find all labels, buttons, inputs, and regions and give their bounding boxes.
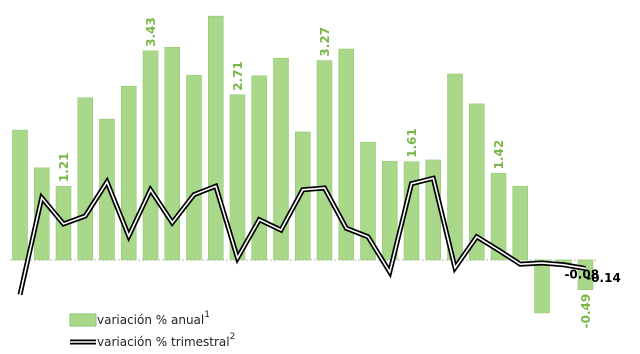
- bar-value-label: 1.61: [405, 128, 419, 158]
- bar-value-label: 2.71: [231, 61, 245, 91]
- bar: [186, 74, 202, 261]
- bar-value-label: 1.42: [492, 140, 506, 170]
- bar-value-label: -0.49: [579, 294, 593, 329]
- bar: [490, 173, 507, 261]
- bar: [273, 57, 289, 261]
- bar: [447, 73, 463, 261]
- bar: [251, 75, 267, 261]
- line-value-label: -0.08: [564, 267, 599, 281]
- bar: [121, 85, 137, 261]
- legend-name: variación % trimestral: [97, 335, 230, 349]
- legend-label: variación % trimestral2: [97, 332, 235, 349]
- bar: [382, 160, 398, 261]
- legend-superscript: 1: [204, 310, 210, 320]
- bar: [534, 259, 550, 314]
- bar: [316, 60, 333, 261]
- legend-swatch: [69, 313, 97, 327]
- bar: [469, 103, 485, 261]
- bar: [295, 131, 311, 261]
- bar: [360, 142, 376, 261]
- legend-name: variación % anual: [97, 313, 204, 327]
- bar: [34, 167, 50, 261]
- bar: [12, 129, 28, 261]
- bar: [142, 50, 159, 261]
- bar: [77, 97, 93, 261]
- bar: [512, 185, 528, 261]
- legend-label: variación % anual1: [97, 310, 210, 327]
- bar-value-label: 3.27: [318, 27, 332, 57]
- legend-superscript: 2: [230, 332, 236, 342]
- line-value-label: -0.14: [586, 271, 621, 285]
- bar-value-label: 3.43: [144, 17, 158, 47]
- line-inner: [19, 177, 586, 295]
- bar: [208, 15, 224, 261]
- bar: [338, 48, 354, 261]
- bar-value-label: 1.21: [57, 153, 71, 183]
- bar: [164, 46, 180, 261]
